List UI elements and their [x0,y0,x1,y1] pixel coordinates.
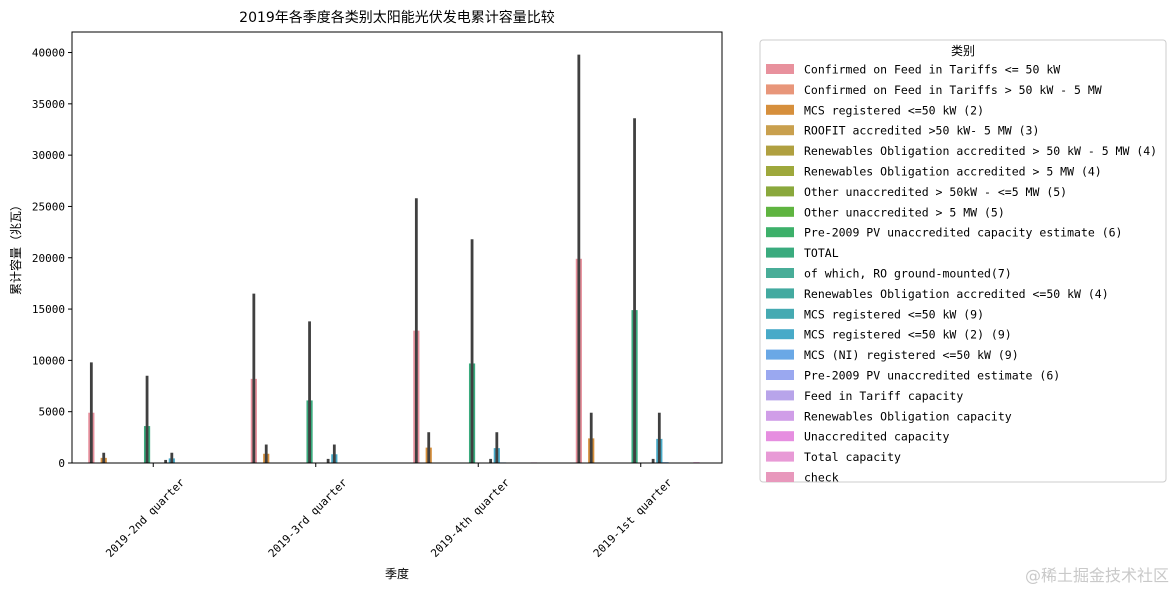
legend-swatch [766,288,794,299]
legend-swatch [766,227,794,238]
legend-swatch [766,268,794,278]
legend-swatch [766,186,794,197]
y-tick-label: 0 [58,457,65,470]
y-tick-label: 15000 [32,303,65,316]
chart-title: 2019年各季度各类别太阳能光伏发电累计容量比较 [239,9,555,26]
y-tick-label: 25000 [32,200,65,213]
legend-label: Renewables Obligation accredited <=50 kW… [804,287,1109,301]
legend-swatch [766,472,794,482]
legend-label: Renewables Obligation accredited > 50 kW… [804,144,1157,158]
legend-swatch [766,390,794,401]
legend-label: TOTAL [804,246,839,260]
y-tick-label: 5000 [39,406,66,419]
legend-label: Confirmed on Feed in Tariffs <= 50 kW [804,63,1060,77]
legend-swatch [766,206,794,217]
x-tick-label: 2019-3rd quarter [266,476,350,560]
legend-swatch [766,64,794,74]
legend-label: MCS registered <=50 kW (9) [804,307,984,321]
legend-label: Total capacity [804,450,901,464]
legend-swatch [766,84,794,95]
y-tick-label: 10000 [32,354,65,367]
legend-swatch [766,104,794,115]
legend-swatch [766,125,794,136]
legend: 类别 Confirmed on Feed in Tariffs <= 50 kW… [759,39,1167,485]
legend-frame [759,39,1167,483]
bars [88,258,700,463]
legend-label: Unaccredited capacity [804,430,949,444]
x-tick-label: 2019-2nd quarter [103,476,187,560]
legend-swatch [766,308,794,319]
y-tick-label: 35000 [32,98,65,111]
legend-label: Renewables Obligation capacity [804,409,1012,423]
y-axis: 0 5000 10000 15000 20000 25000 30000 35000 40000 [32,47,72,470]
legend-swatch [766,329,794,340]
legend-swatch [766,431,794,442]
legend-swatch [766,410,794,421]
legend-swatch [766,166,794,176]
legend-label: of which, RO ground-mounted(7) [804,267,1012,281]
legend-label: MCS (NI) registered <=50 kW (9) [804,348,1019,362]
plot-frame [71,31,723,464]
legend-swatch [766,145,794,156]
legend-swatch [766,451,794,462]
x-tick-label: 2019-4th quarter [428,476,512,560]
legend-label: MCS registered <=50 kW (2) (9) [804,328,1012,342]
legend-label: Feed in Tariff capacity [804,389,963,403]
legend-label: Other unaccredited > 50kW - <=5 MW (5) [804,185,1067,199]
legend-swatch [766,349,794,360]
legend-title: 类别 [951,44,975,58]
x-axis: 2019-2nd quarter 2019-3rd quarter 2019-4th… [103,463,675,560]
legend-label: ROOFIT accredited >50 kW- 5 MW (3) [804,124,1039,138]
legend-label: check [804,471,839,485]
y-tick-label: 40000 [32,47,65,60]
watermark: @稀土掘金技术社区 [1024,566,1169,585]
y-tick-label: 20000 [32,252,65,265]
y-tick-label: 30000 [32,149,65,162]
legend-label: Pre-2009 PV unaccredited capacity estima… [804,226,1123,240]
legend-label: Pre-2009 PV unaccredited estimate (6) [804,369,1060,383]
legend-label: Confirmed on Feed in Tariffs > 50 kW - 5… [804,83,1102,97]
legend-label: MCS registered <=50 kW (2) [804,103,984,117]
error-bars [89,54,661,463]
legend-swatch [766,247,794,258]
x-axis-label: 季度 [385,566,409,581]
legend-label: Other unaccredited > 5 MW (5) [804,205,1005,219]
legend-swatch [766,370,794,380]
legend-label: Renewables Obligation accredited > 5 MW … [804,165,1102,179]
y-axis-label: 累计容量（兆瓦） [8,199,23,295]
x-tick-label: 2019-1st quarter [591,476,675,560]
